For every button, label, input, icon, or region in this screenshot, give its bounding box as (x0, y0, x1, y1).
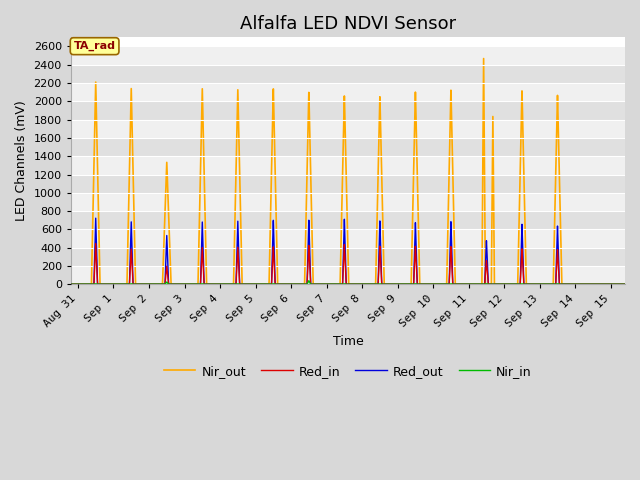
Nir_in (592, 281, 600, 287)
Legend: Nir_out, Red_in, Red_out, Nir_in: Nir_out, Red_in, Red_out, Nir_in (159, 360, 537, 383)
Red_out (67, 281, 75, 287)
Nir_out (67, 281, 75, 287)
Red_in (621, 281, 629, 287)
Red_in (592, 281, 600, 287)
Bar (71, 266, 625, 284)
Red_in (338, 281, 346, 287)
Nir_out (100, 281, 108, 287)
Red_out (338, 281, 346, 287)
Nir_out (90, 170, 98, 176)
Bar (71, 65, 625, 83)
Y-axis label: LED Channels (mV): LED Channels (mV) (15, 100, 28, 221)
Nir_out (175, 281, 183, 287)
Red_out (90, 281, 98, 287)
Line: Nir_in: Nir_in (71, 281, 625, 284)
Line: Red_out: Red_out (71, 218, 625, 284)
Nir_out (338, 209, 346, 215)
Nir_in (90, 281, 98, 287)
Nir_in (338, 281, 346, 287)
Red_out (592, 281, 600, 287)
Red_in (67, 281, 75, 287)
Nir_out (70, 281, 77, 287)
Nir_out (621, 281, 629, 287)
Nir_in (70, 281, 77, 287)
Bar (71, 175, 625, 193)
Bar (71, 47, 625, 65)
Bar (71, 138, 625, 156)
Nir_in (67, 281, 75, 287)
Nir_in (100, 281, 108, 287)
Nir_in (305, 278, 313, 284)
Red_out (100, 281, 108, 287)
Line: Red_in: Red_in (71, 243, 625, 284)
Bar (71, 248, 625, 266)
Line: Nir_out: Nir_out (71, 59, 625, 284)
Red_out (175, 281, 183, 287)
Nir_out (480, 56, 488, 61)
Red_in (100, 281, 108, 287)
Red_in (70, 281, 77, 287)
Red_in (175, 281, 183, 287)
Red_out (621, 281, 629, 287)
Bar (71, 193, 625, 211)
Bar (71, 156, 625, 175)
Title: Alfalfa LED NDVI Sensor: Alfalfa LED NDVI Sensor (240, 15, 456, 33)
Nir_out (592, 281, 600, 287)
X-axis label: Time: Time (333, 335, 364, 348)
Text: TA_rad: TA_rad (74, 41, 116, 51)
Red_out (70, 281, 77, 287)
Red_in (92, 240, 100, 246)
Bar (71, 101, 625, 120)
Bar (71, 211, 625, 229)
Bar (71, 229, 625, 248)
Bar (71, 83, 625, 101)
Nir_in (621, 281, 629, 287)
Red_in (90, 281, 98, 287)
Nir_in (175, 281, 183, 287)
Bar (71, 120, 625, 138)
Red_out (92, 216, 100, 221)
